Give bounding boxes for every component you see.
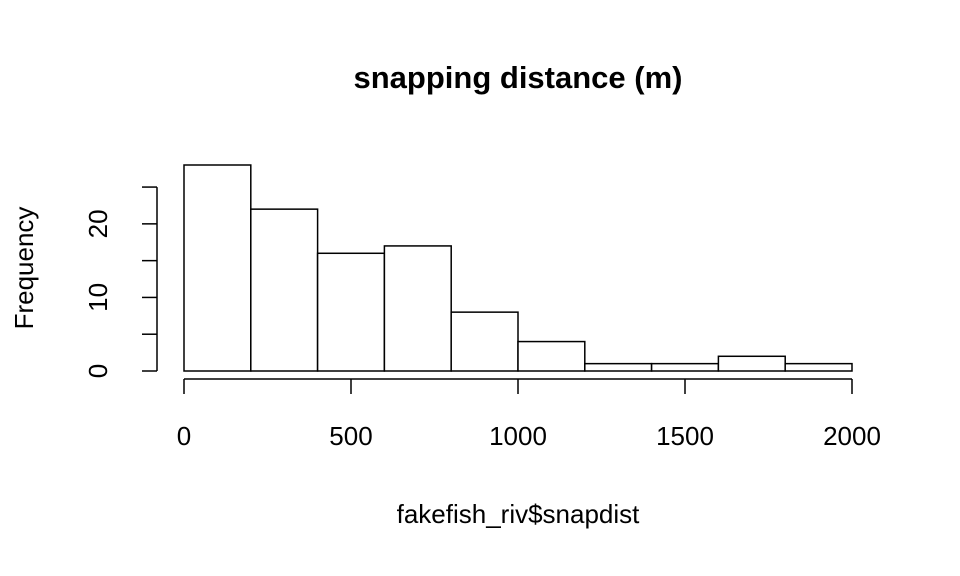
x-tick-label: 500: [329, 421, 372, 451]
y-axis-label: Frequency: [9, 207, 39, 330]
bar: [316, 252, 386, 372]
bar: [183, 164, 252, 372]
x-axis-label: fakefish_riv$snapdist: [397, 499, 641, 529]
y-tick-label: 10: [83, 283, 113, 312]
bar: [250, 208, 319, 372]
bar: [584, 362, 653, 372]
chart-title: snapping distance (m): [354, 60, 683, 95]
x-tick-label: 0: [177, 421, 191, 451]
bar: [517, 340, 586, 372]
x-tick-label: 2000: [823, 421, 881, 451]
x-tick-label: 1500: [656, 421, 714, 451]
y-tick-label: 0: [83, 364, 113, 378]
bar: [717, 355, 786, 372]
bar: [450, 311, 519, 372]
bar: [383, 245, 452, 372]
bar: [784, 362, 853, 372]
x-tick-label: 1000: [489, 421, 547, 451]
bar: [650, 362, 720, 372]
y-tick-label: 20: [83, 209, 113, 238]
